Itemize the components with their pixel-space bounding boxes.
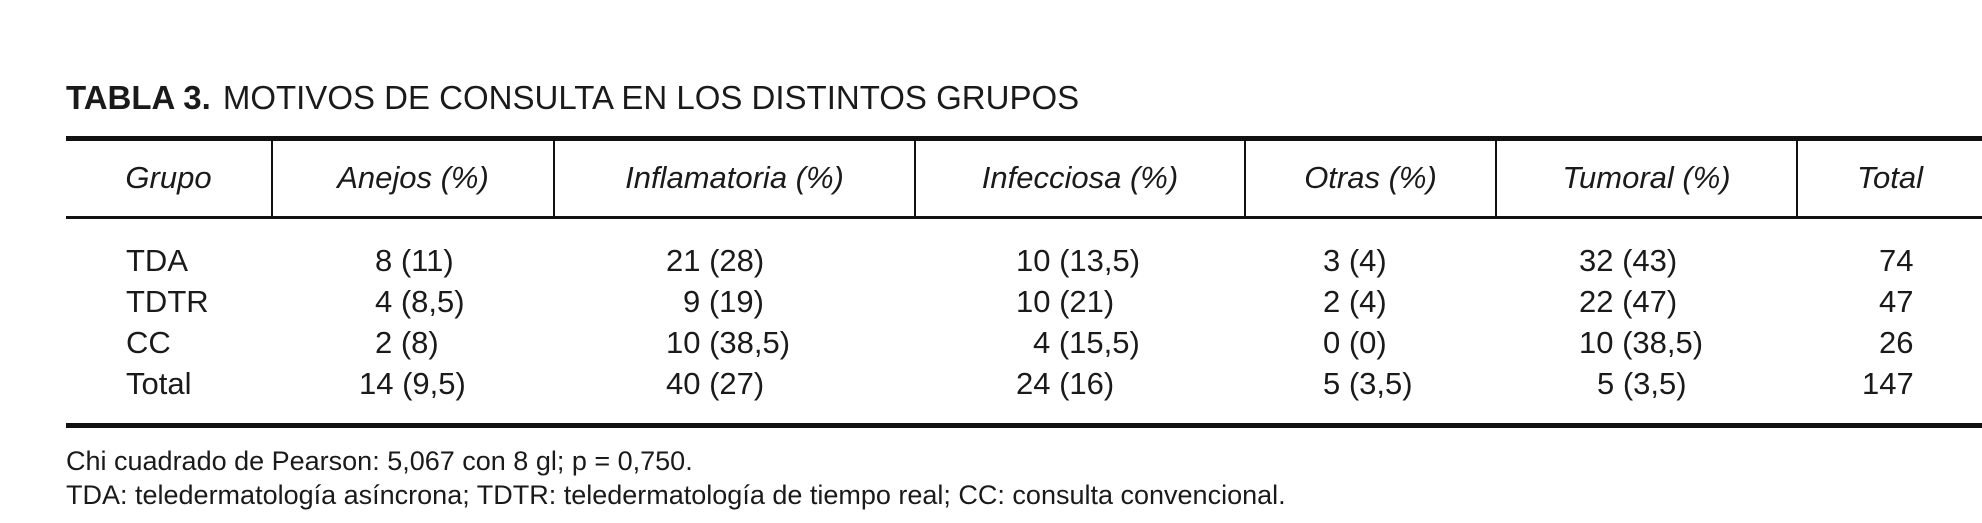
cell-otras: 5 (3,5)	[1323, 366, 1413, 401]
table-bottom-rule	[66, 423, 1982, 428]
cell-tumoral: 22 (47)	[1579, 284, 1678, 319]
abbreviations-note: TDA: teledermatología asíncrona; TDTR: t…	[66, 480, 1286, 510]
cell-total: 47	[1879, 284, 1914, 319]
cell-anejos: 14 (9,5)	[359, 366, 466, 401]
cell-otras: 0 (0)	[1323, 325, 1387, 360]
cell-grupo: TDTR	[126, 284, 209, 319]
cell-total: 147	[1862, 366, 1914, 401]
column-divider	[553, 141, 555, 216]
column-divider	[1495, 141, 1497, 216]
table-top-rule	[66, 136, 1982, 141]
table-title-text: MOTIVOS DE CONSULTA EN LOS DISTINTOS GRU…	[222, 79, 1080, 116]
table-row: TDA 8 (11) 21 (28) 10 (13,5) 3 (4) 32 (4…	[0, 240, 1982, 281]
column-divider	[914, 141, 916, 216]
cell-infecciosa: 4 (15,5)	[1033, 325, 1140, 360]
cell-total: 26	[1879, 325, 1914, 360]
cell-tumoral: 32 (43)	[1579, 243, 1678, 278]
table-row: CC 2 (8) 10 (38,5) 4 (15,5) 0 (0) 10 (38…	[0, 322, 1982, 363]
cell-infecciosa: 10 (13,5)	[1016, 243, 1141, 278]
cell-grupo: TDA	[126, 243, 188, 278]
table-label: TABLA 3.	[66, 79, 211, 116]
cell-otras: 2 (4)	[1323, 284, 1387, 319]
cell-total: 74	[1879, 243, 1914, 278]
table-row: TDTR 4 (8,5) 9 (19) 10 (21) 2 (4) 22 (47…	[0, 281, 1982, 322]
cell-anejos: 2 (8)	[375, 325, 439, 360]
header-otras: Otras (%)	[1304, 160, 1437, 195]
cell-infecciosa: 10 (21)	[1016, 284, 1115, 319]
column-divider	[271, 141, 273, 216]
cell-inflamatoria: 40 (27)	[666, 366, 765, 401]
header-infecciosa: Infecciosa (%)	[981, 160, 1179, 195]
cell-grupo: Total	[126, 366, 192, 401]
header-total: Total	[1856, 160, 1924, 195]
column-divider	[1244, 141, 1246, 216]
cell-otras: 3 (4)	[1323, 243, 1387, 278]
cell-inflamatoria: 9 (19)	[683, 284, 764, 319]
cell-inflamatoria: 10 (38,5)	[666, 325, 791, 360]
header-grupo: Grupo	[125, 160, 212, 195]
cell-grupo: CC	[126, 325, 171, 360]
header-bottom-rule	[66, 216, 1982, 219]
cell-anejos: 8 (11)	[375, 243, 454, 278]
table-title: TABLA 3. MOTIVOS DE CONSULTA EN LOS DISTI…	[66, 78, 1079, 118]
cell-tumoral: 5 (3,5)	[1597, 366, 1687, 401]
statistics-note: Chi cuadrado de Pearson: 5,067 con 8 gl;…	[66, 446, 693, 476]
header-tumoral: Tumoral (%)	[1562, 160, 1731, 195]
cell-anejos: 4 (8,5)	[375, 284, 465, 319]
header-inflamatoria: Inflamatoria (%)	[625, 160, 844, 195]
cell-infecciosa: 24 (16)	[1016, 366, 1115, 401]
cell-tumoral: 10 (38,5)	[1579, 325, 1704, 360]
column-divider	[1796, 141, 1798, 216]
table-row: Total 14 (9,5) 40 (27) 24 (16) 5 (3,5) 5…	[0, 363, 1982, 404]
cell-inflamatoria: 21 (28)	[666, 243, 765, 278]
header-anejos: Anejos (%)	[337, 160, 489, 195]
